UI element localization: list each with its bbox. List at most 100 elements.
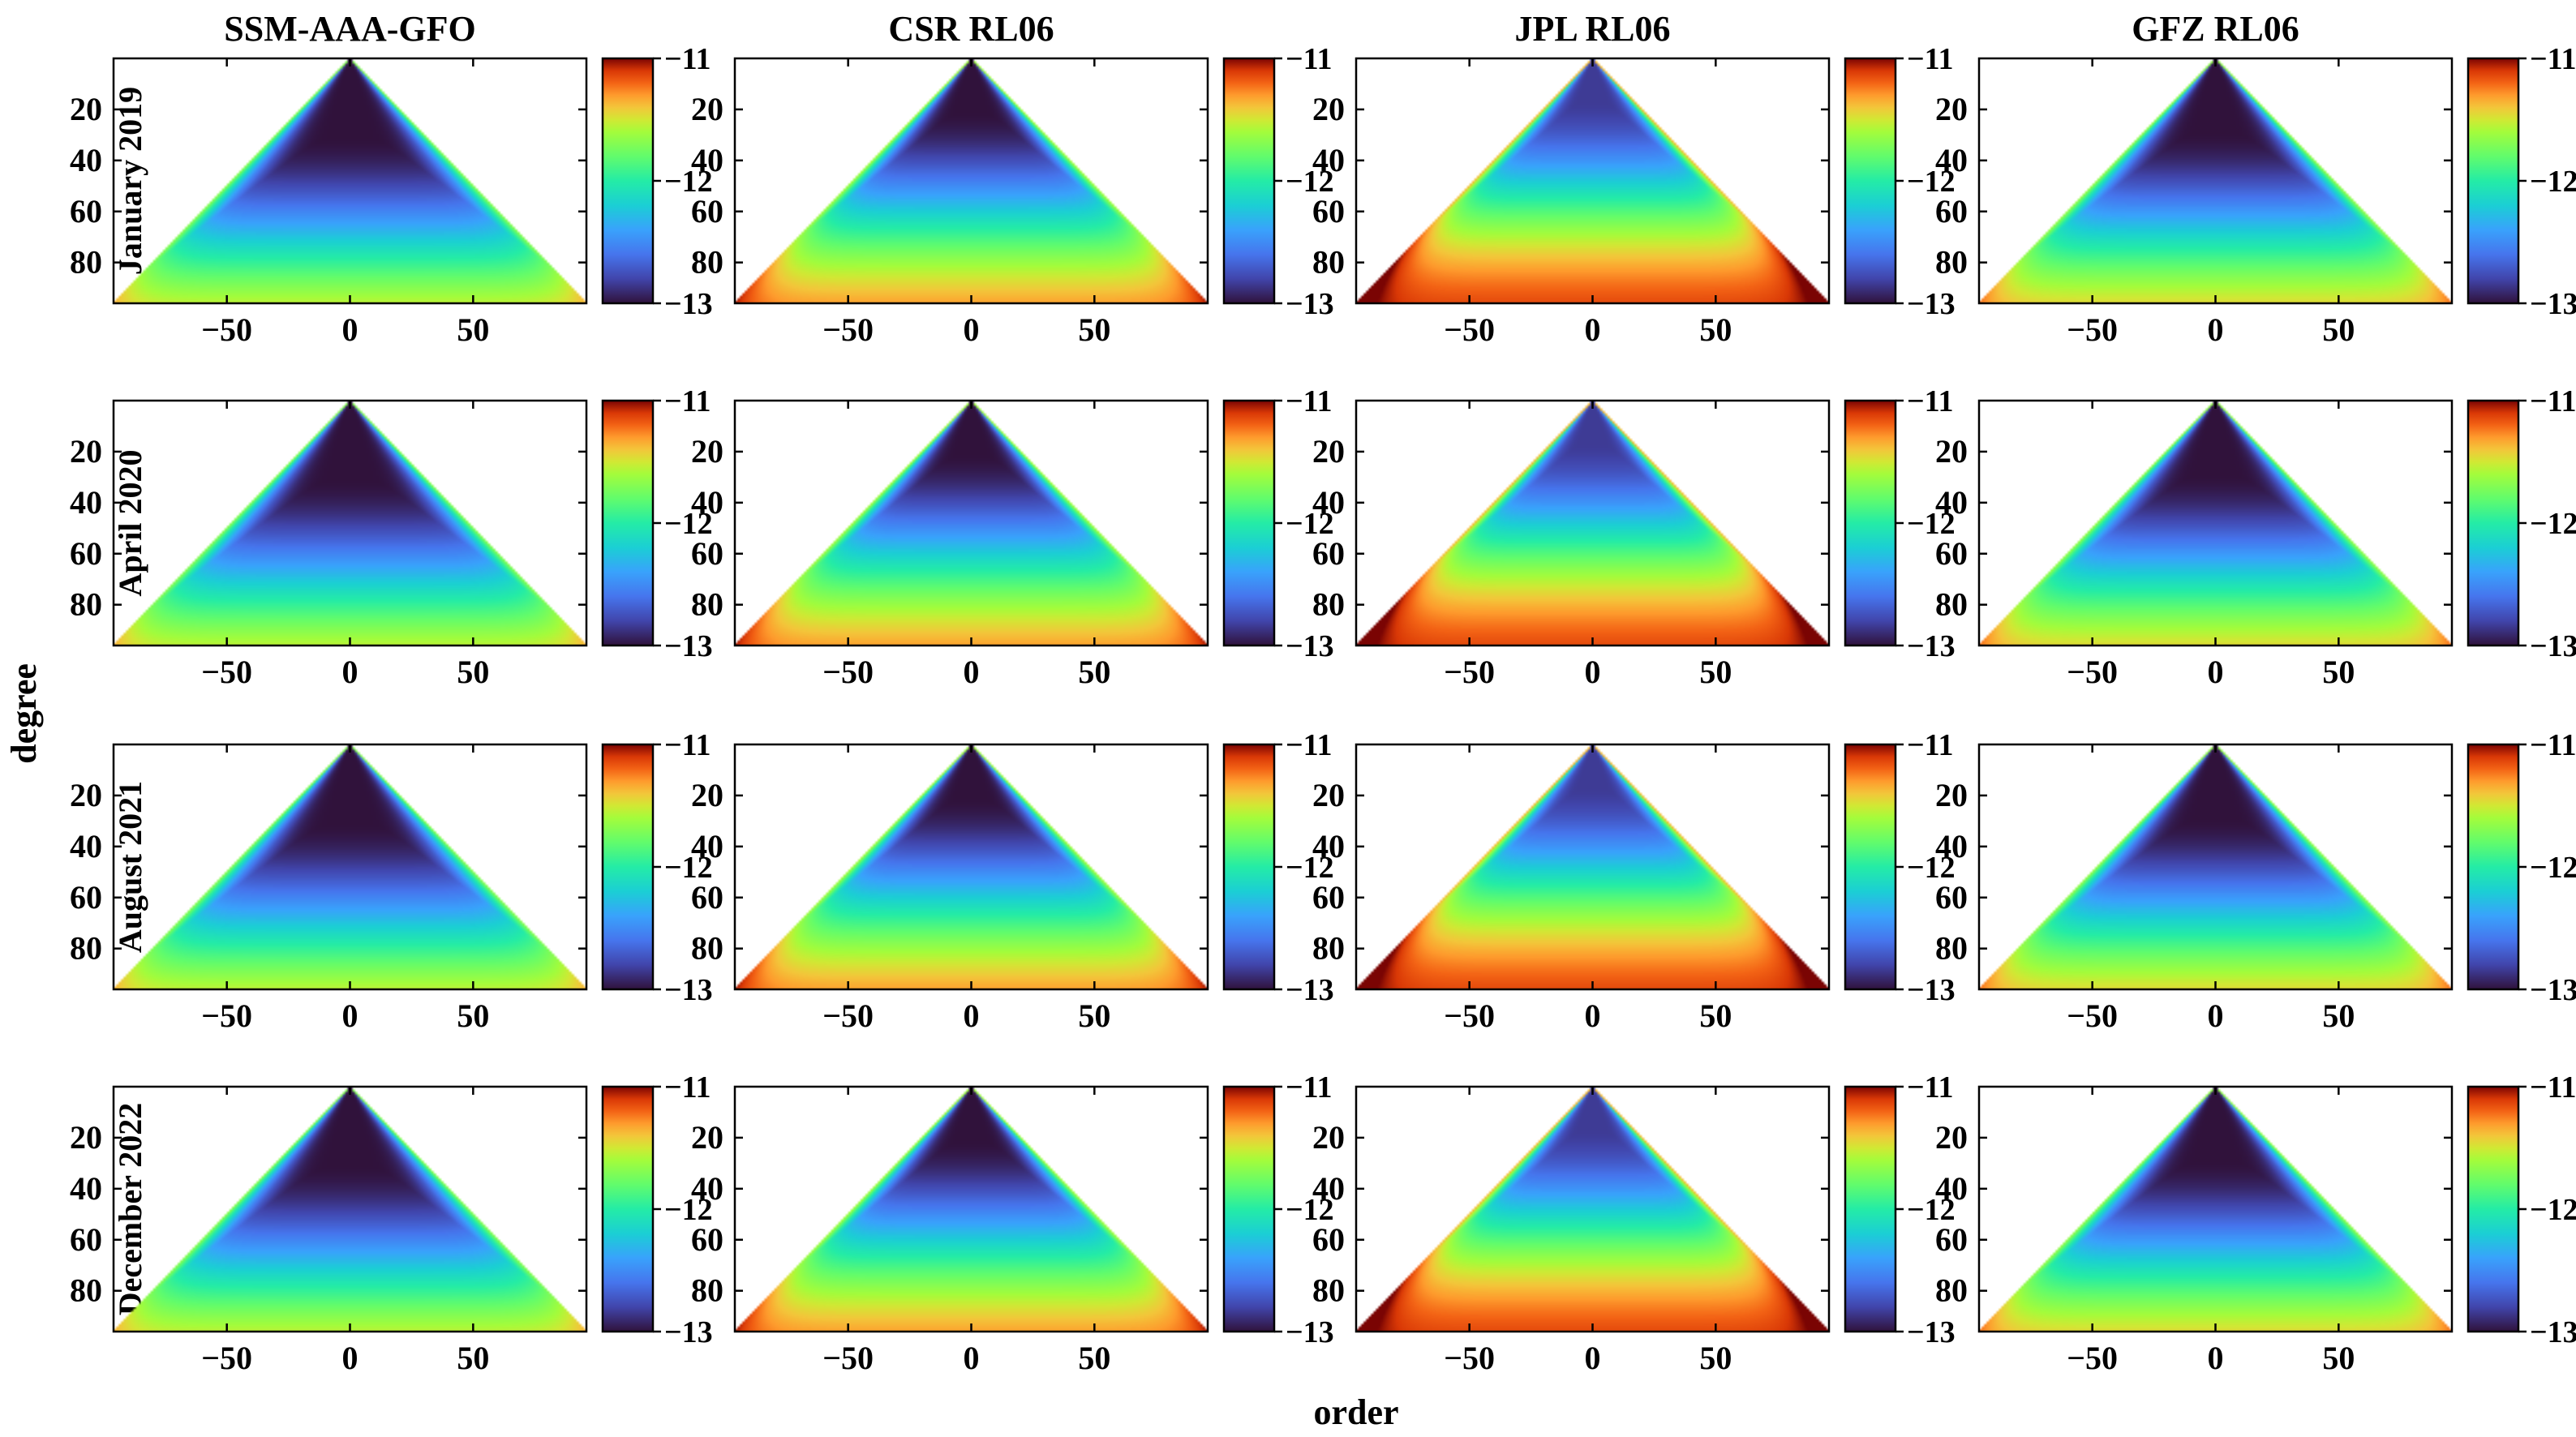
panel-august-2021-jpl-rl06: 20 40 60 80 −50 0 50 −11 −12 −13: [1312, 728, 1956, 1034]
y-tick-label: 80: [70, 1272, 102, 1309]
panel-april-2020-jpl-rl06: 20 40 60 80 −50 0 50 −11 −12 −13: [1312, 384, 1956, 690]
x-tick-label: −50: [1444, 311, 1495, 348]
y-tick-label: 60: [1935, 1221, 1968, 1258]
y-tick-label: 80: [691, 930, 723, 967]
colorbar-tick-label: −12: [664, 851, 713, 885]
x-tick-label: 0: [1585, 1340, 1601, 1376]
colorbar: [603, 744, 653, 989]
y-tick-label: 60: [1935, 193, 1968, 229]
panel-december-2022-gfz-rl06: 20 40 60 80 −50 0 50 −11 −12 −13: [1935, 1070, 2576, 1376]
colorbar: [603, 1087, 653, 1332]
x-tick-label: −50: [2067, 654, 2118, 690]
x-tick-label: −50: [201, 311, 252, 348]
column-title-jpl-rl06: JPL RL06: [1515, 9, 1671, 49]
y-tick-label: 40: [1312, 828, 1345, 864]
x-tick-label: −50: [822, 1340, 874, 1376]
y-tick-label: 80: [1312, 586, 1345, 623]
colorbar-tick-label: −11: [664, 384, 711, 418]
x-tick-label: 0: [342, 311, 358, 348]
heatmap-image: [114, 1087, 586, 1332]
x-tick-label: 50: [2322, 1340, 2355, 1376]
x-tick-label: 0: [1585, 311, 1601, 348]
colorbar-tick-label: −13: [1907, 1315, 1956, 1349]
x-tick-label: −50: [201, 997, 252, 1034]
y-tick-label: 40: [691, 828, 723, 864]
y-tick-label: 80: [691, 1272, 723, 1309]
y-tick-label: 20: [691, 1119, 723, 1156]
y-tick-label: 60: [691, 879, 723, 916]
y-tick-label: 60: [1935, 879, 1968, 916]
y-tick-label: 20: [1312, 777, 1345, 813]
y-tick-label: 40: [70, 1170, 102, 1207]
x-tick-label: 0: [342, 997, 358, 1034]
colorbar-tick-label: −13: [1907, 973, 1956, 1007]
x-tick-label: 50: [2322, 311, 2355, 348]
y-tick-label: 40: [70, 484, 102, 521]
x-tick-label: 50: [2322, 997, 2355, 1034]
y-tick-label: 20: [691, 433, 723, 470]
colorbar-tick-label: −11: [1286, 384, 1333, 418]
colorbar: [1224, 58, 1274, 303]
y-tick-label: 40: [1935, 484, 1968, 521]
column-title-gfz-rl06: GFZ RL06: [2132, 9, 2299, 49]
y-tick-label: 60: [1935, 535, 1968, 572]
y-tick-label: 80: [691, 244, 723, 281]
panel-april-2020-csr-rl06: 20 40 60 80 −50 0 50 −11 −12 −13: [691, 384, 1334, 690]
colorbar: [1224, 401, 1274, 646]
heatmap-image: [114, 58, 586, 303]
colorbar-tick-label: −11: [1286, 728, 1333, 762]
y-tick-label: 40: [691, 1170, 723, 1207]
y-tick-label: 40: [1312, 142, 1345, 178]
y-tick-label: 60: [1312, 879, 1345, 916]
y-tick-label: 40: [1935, 142, 1968, 178]
y-tick-label: 40: [70, 142, 102, 178]
colorbar-tick-label: −11: [1907, 728, 1954, 762]
colorbar-tick-label: −12: [1286, 1193, 1334, 1227]
y-tick-label: 80: [1312, 244, 1345, 281]
heatmap-image: [735, 1087, 1208, 1332]
y-tick-label: 20: [1935, 433, 1968, 470]
x-tick-label: −50: [2067, 311, 2118, 348]
colorbar-tick-label: −12: [1286, 507, 1334, 541]
x-tick-label: −50: [1444, 997, 1495, 1034]
y-tick-label: 60: [1312, 193, 1345, 229]
x-tick-label: 0: [964, 654, 980, 690]
colorbar: [1224, 744, 1274, 989]
colorbar-tick-label: −12: [1907, 851, 1956, 885]
y-tick-label: 80: [1935, 244, 1968, 281]
colorbar: [1845, 1087, 1896, 1332]
y-tick-label: 40: [1935, 828, 1968, 864]
y-tick-label: 40: [691, 484, 723, 521]
panel-april-2020-ssm-aaa-gfo: 20 40 60 80 −50 0 50 −11 −12 −13: [70, 384, 713, 690]
column-titles: SSM-AAA-GFO CSR RL06 JPL RL06 GFZ RL06: [224, 9, 2299, 49]
x-tick-label: 0: [2208, 1340, 2224, 1376]
colorbar: [1224, 1087, 1274, 1332]
colorbar-tick-label: −12: [664, 165, 713, 199]
y-tick-label: 20: [70, 433, 102, 470]
colorbar: [2468, 401, 2518, 646]
y-tick-label: 40: [1935, 1170, 1968, 1207]
x-tick-label: 50: [1078, 1340, 1110, 1376]
x-tick-label: 0: [964, 1340, 980, 1376]
x-tick-label: 0: [1585, 997, 1601, 1034]
y-tick-label: 20: [1312, 1119, 1345, 1156]
colorbar-tick-label: −13: [2530, 287, 2576, 321]
y-tick-label: 20: [691, 777, 723, 813]
colorbar-tick-label: −11: [1286, 1070, 1333, 1105]
colorbar-tick-label: −11: [664, 728, 711, 762]
heatmap-image: [1356, 744, 1829, 989]
colorbar: [1845, 58, 1896, 303]
panel-january-2019-gfz-rl06: 20 40 60 80 −50 0 50 −11 −12 −13: [1935, 42, 2576, 348]
colorbar-tick-label: −13: [1286, 1315, 1334, 1349]
panel-august-2021-gfz-rl06: 20 40 60 80 −50 0 50 −11 −12 −13: [1935, 728, 2576, 1034]
y-tick-label: 60: [691, 535, 723, 572]
panel-january-2019-jpl-rl06: 20 40 60 80 −50 0 50 −11 −12 −13: [1312, 42, 1956, 348]
heatmap-image: [1356, 58, 1829, 303]
y-axis-label: degree: [4, 663, 44, 764]
y-tick-label: 20: [691, 91, 723, 127]
colorbar: [2468, 58, 2518, 303]
y-tick-label: 40: [691, 142, 723, 178]
y-tick-label: 80: [70, 930, 102, 967]
x-tick-label: 0: [342, 1340, 358, 1376]
